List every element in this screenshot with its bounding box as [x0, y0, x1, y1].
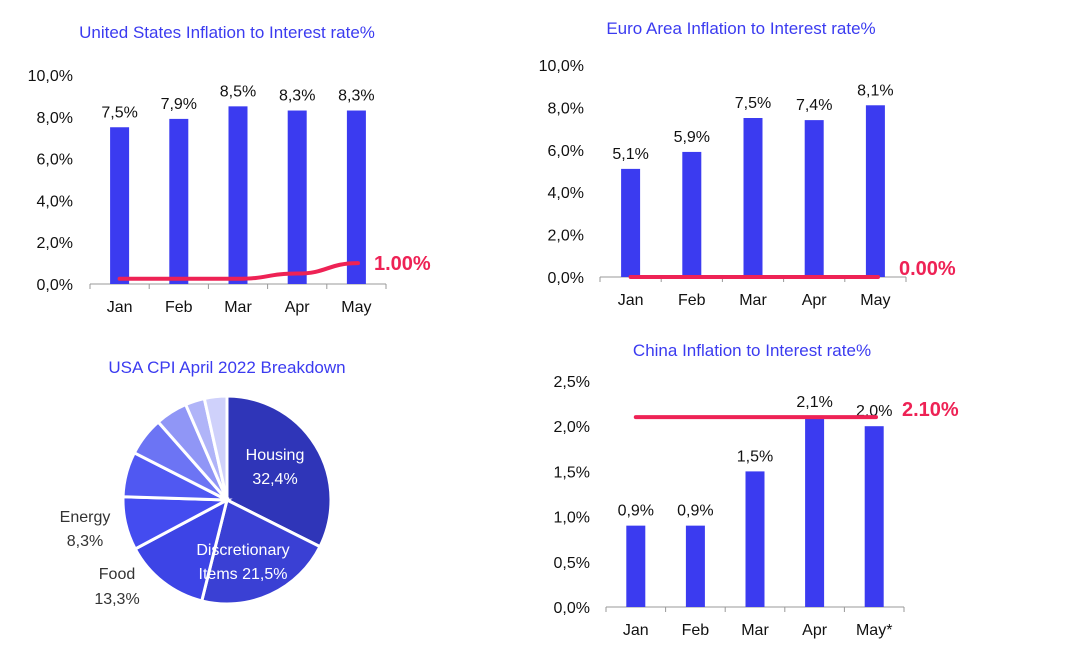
euro-ytick-label: 2,0%: [548, 228, 584, 245]
euro-bar-may: [865, 105, 885, 277]
pie-label-energy: Energy: [60, 509, 111, 526]
china-data-label: 1,5%: [737, 448, 773, 465]
us-data-label: 8,3%: [338, 88, 374, 105]
euro-bar-jan: [621, 168, 641, 277]
china-ytick-label: 0,0%: [554, 600, 590, 617]
us-data-label: 7,9%: [161, 96, 197, 113]
euro-interest-rate-label: 0.00%: [899, 258, 956, 280]
euro-data-label: 5,9%: [674, 129, 710, 146]
euro-bar-mar: [743, 118, 763, 277]
us-bar-apr: [287, 110, 307, 284]
us-bar-feb: [169, 118, 189, 284]
pie-label-housing: Housing: [246, 447, 305, 464]
euro-category-label: Feb: [678, 292, 706, 309]
us-category-label: Jan: [107, 299, 133, 316]
us-data-label: 8,5%: [220, 83, 256, 100]
china-data-label: 0,9%: [618, 503, 654, 520]
china-ytick-label: 2,5%: [554, 374, 590, 391]
china-interest-rate-label: 2.10%: [902, 399, 959, 421]
us-bar-may: [346, 110, 366, 284]
pie-chart-title: USA CPI April 2022 Breakdown: [108, 358, 345, 377]
cpi-pie-chart: Housing 32,4% Discretionary Items 21,5% Food…: [60, 394, 333, 608]
euro-category-label: Apr: [802, 292, 828, 309]
euro-bar-feb: [682, 151, 702, 277]
pie-label-items-value: Items 21,5%: [199, 566, 288, 583]
euro-data-label: 5,1%: [612, 146, 648, 163]
china-ytick-label: 1,5%: [554, 464, 590, 481]
pie-slice-discretionary-items: [199, 497, 322, 606]
pie-slice-food: [133, 497, 230, 603]
us-interest-rate-label: 1.00%: [374, 253, 431, 275]
china-category-label: Feb: [682, 622, 710, 639]
us-ytick-label: 8,0%: [37, 110, 73, 127]
us-bar-mar: [228, 106, 248, 284]
pie-value-food: 13,3%: [94, 591, 139, 608]
us-ytick-label: 6,0%: [37, 152, 73, 169]
pie-label-food: Food: [99, 566, 135, 583]
china-ytick-label: 0,5%: [554, 555, 590, 572]
us-ytick-label: 10,0%: [28, 68, 73, 85]
us-ytick-label: 4,0%: [37, 193, 73, 210]
china-category-label: Jan: [623, 622, 649, 639]
euro-data-label: 7,4%: [796, 97, 832, 114]
china-data-label: 0,9%: [677, 503, 713, 520]
china-category-label: Mar: [741, 622, 769, 639]
us-bar-chart: 0,0% 2,0% 4,0% 6,0% 8,0% 10,0% 7,5% Jan 7,9% Feb 8…: [28, 68, 431, 316]
euro-category-label: May: [860, 292, 890, 309]
euro-data-label: 8,1%: [857, 82, 893, 99]
euro-data-label: 7,5%: [735, 95, 771, 112]
euro-ytick-label: 8,0%: [548, 100, 584, 117]
pie-slice-housing: [225, 394, 333, 549]
china-category-label: May*: [856, 622, 892, 639]
china-bar-chart: 0,0% 0,5% 1,0% 1,5% 2,0% 2,5% 0,9% Jan 0,9% Feb 1,…: [554, 374, 959, 639]
us-ytick-label: 0,0%: [37, 277, 73, 294]
pie-value-energy: 8,3%: [67, 533, 103, 550]
euro-ytick-label: 10,0%: [539, 58, 584, 75]
china-bar-apr: [805, 417, 825, 607]
euro-ytick-label: 0,0%: [548, 270, 584, 287]
us-category-label: Mar: [224, 299, 252, 316]
china-bar-feb: [685, 525, 705, 607]
pie-value-housing: 32,4%: [252, 471, 297, 488]
china-bar-mar: [745, 471, 765, 607]
us-ytick-label: 2,0%: [37, 235, 73, 252]
euro-bar-chart: 0,0% 2,0% 4,0% 6,0% 8,0% 10,0% 5,1% Jan 5,9% Feb 7…: [539, 58, 956, 309]
china-data-label: 2,1%: [796, 394, 832, 411]
euro-ytick-label: 4,0%: [548, 185, 584, 202]
euro-bar-apr: [804, 120, 824, 278]
us-category-label: Apr: [285, 299, 311, 316]
us-interest-rate-line: [117, 261, 360, 281]
china-ytick-label: 1,0%: [554, 510, 590, 527]
euro-ytick-label: 6,0%: [548, 143, 584, 160]
china-ytick-label: 2,0%: [554, 419, 590, 436]
us-data-label: 8,3%: [279, 88, 315, 105]
china-category-label: Apr: [802, 622, 828, 639]
china-bar-jan: [626, 525, 646, 607]
us-category-label: May: [341, 299, 371, 316]
us-category-label: Feb: [165, 299, 193, 316]
china-chart-title: China Inflation to Interest rate%: [633, 341, 871, 360]
us-bar-jan: [110, 127, 130, 284]
us-data-label: 7,5%: [101, 104, 137, 121]
us-chart-title: United States Inflation to Interest rate…: [79, 23, 375, 42]
china-bar-may: [864, 426, 884, 607]
euro-category-label: Jan: [618, 292, 644, 309]
pie-slice: [202, 394, 229, 501]
euro-category-label: Mar: [739, 292, 767, 309]
euro-chart-title: Euro Area Inflation to Interest rate%: [606, 19, 875, 38]
pie-label-discretionary: Discretionary: [196, 542, 289, 559]
